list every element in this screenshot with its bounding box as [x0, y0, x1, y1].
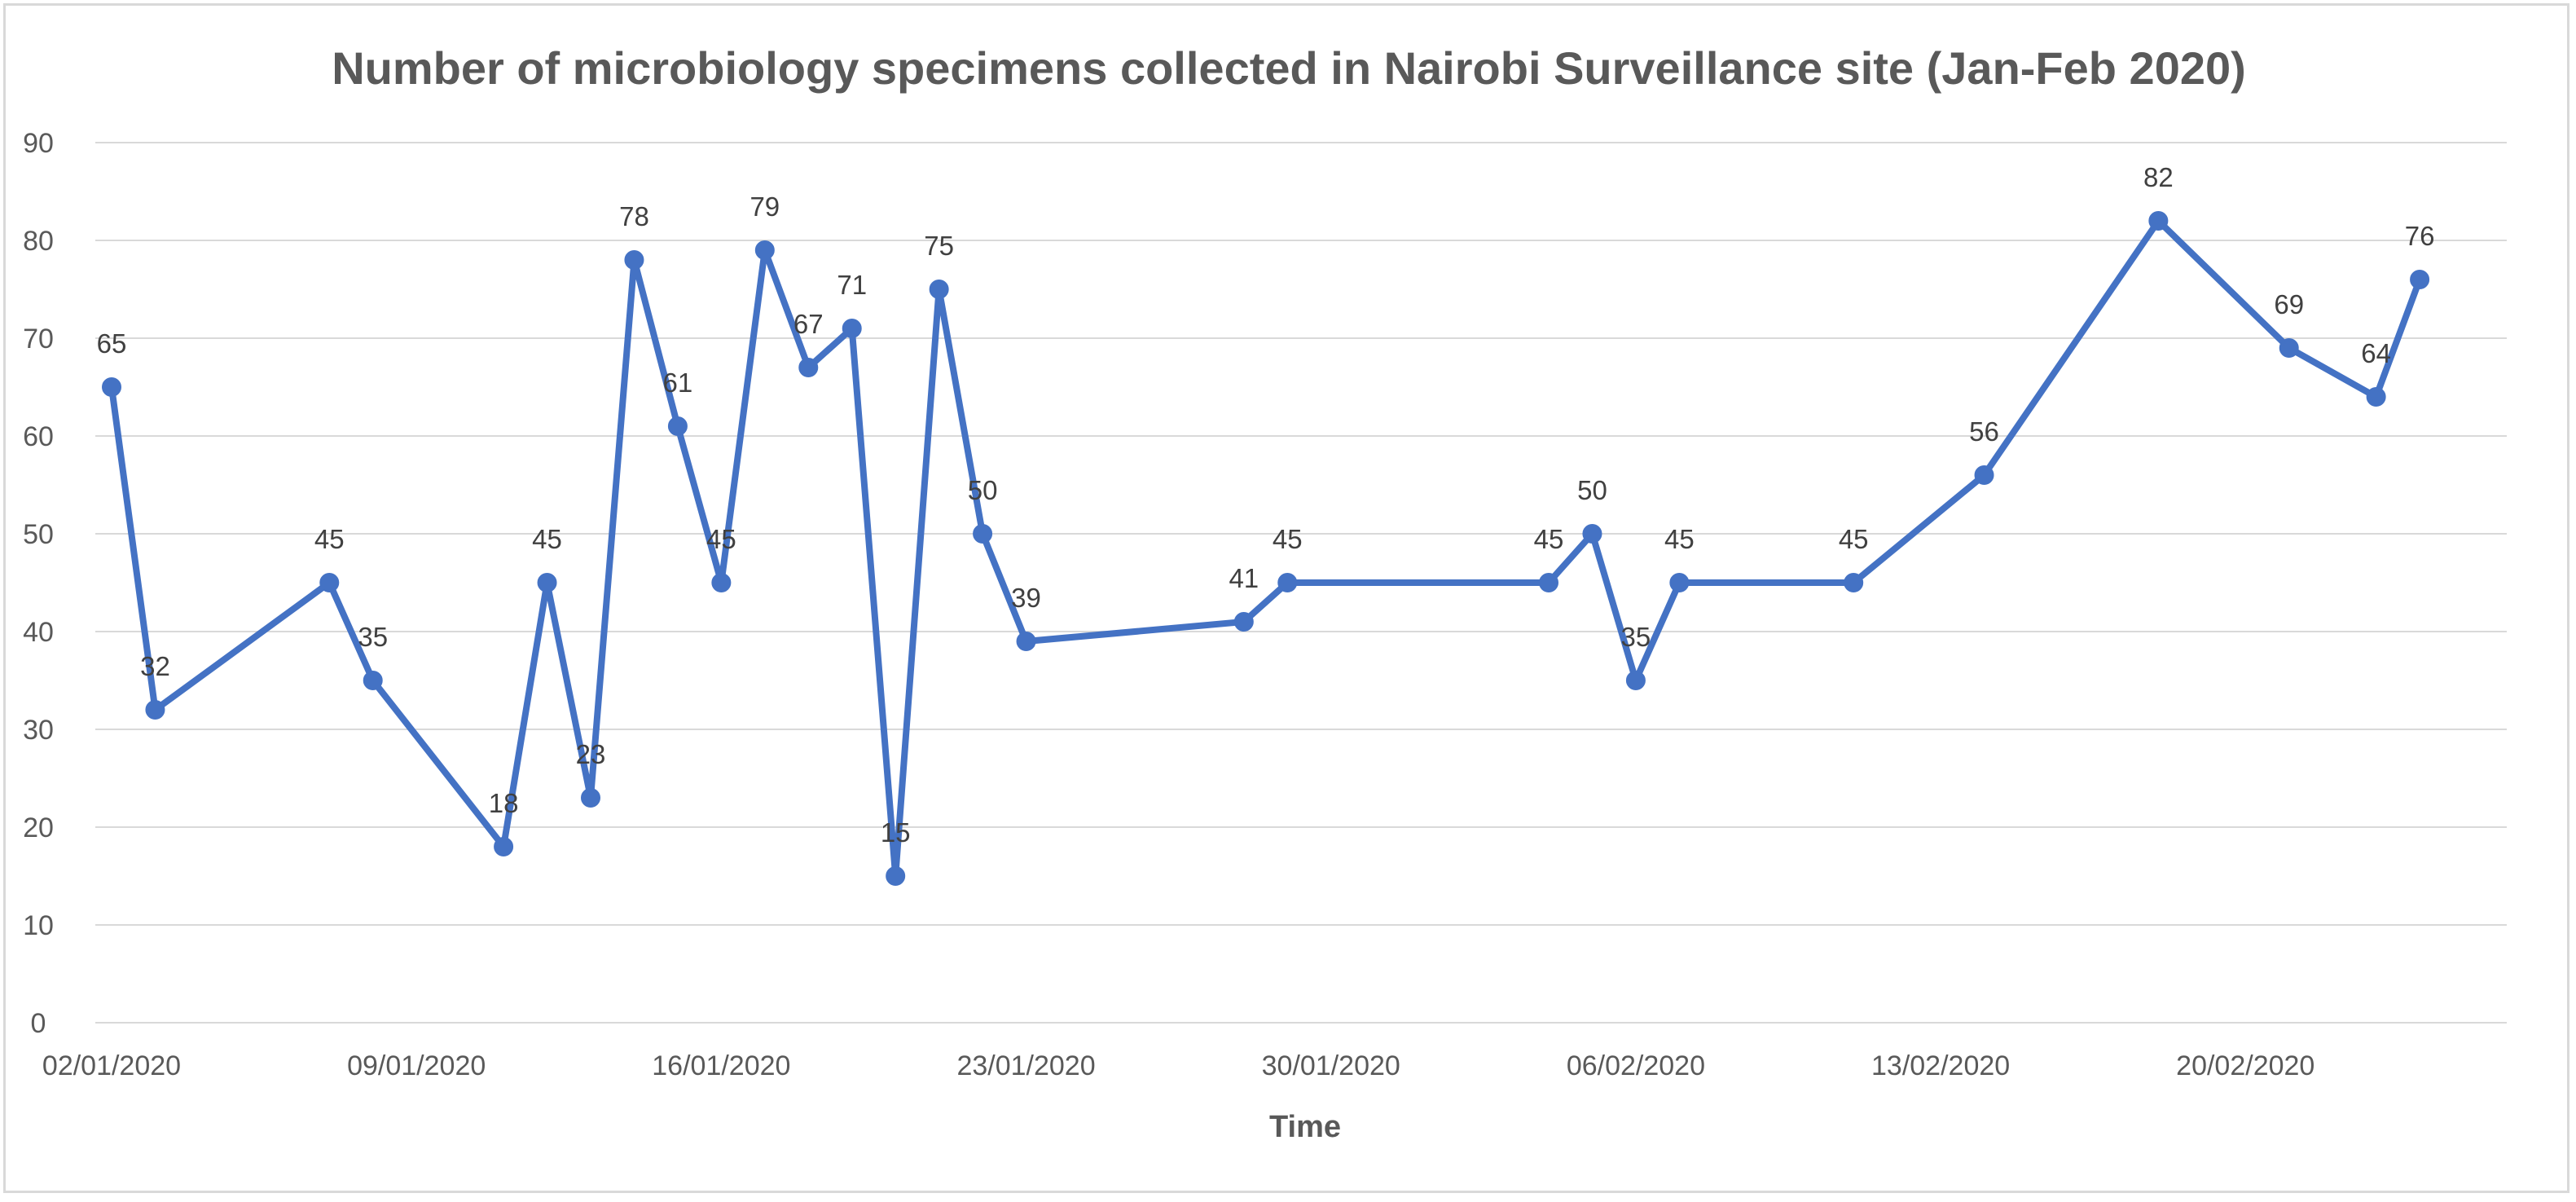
data-point — [494, 837, 514, 856]
data-point — [886, 866, 906, 886]
data-label: 15 — [881, 817, 911, 848]
data-point — [667, 416, 688, 436]
marker-layer — [102, 211, 2430, 886]
data-label-layer: 65 32 45 35 18 45 23 78 61 45 79 67 71 15 75 50 39 41 45 45… — [97, 162, 2435, 848]
data-point — [1233, 612, 1254, 632]
data-label: 56 — [1969, 416, 1999, 447]
data-point — [319, 573, 340, 592]
data-label: 69 — [2274, 289, 2304, 319]
y-tick-label: 0 — [31, 1008, 46, 1039]
y-tick-label: 80 — [23, 226, 54, 257]
data-point — [102, 377, 121, 397]
y-tick-label: 90 — [23, 128, 54, 159]
data-label: 45 — [314, 524, 345, 554]
y-tick-label: 40 — [23, 617, 54, 648]
data-point — [2366, 387, 2386, 407]
series-layer — [108, 218, 2424, 879]
data-point — [1582, 524, 1602, 544]
y-tick-label: 10 — [23, 910, 54, 941]
chart-frame: Number of microbiology specimens collect… — [3, 3, 2569, 1193]
x-tick-label: 23/01/2020 — [956, 1050, 1095, 1081]
data-label: 45 — [706, 524, 736, 554]
data-point — [537, 573, 557, 592]
data-label: 65 — [97, 328, 127, 359]
data-point — [1844, 573, 1864, 592]
data-point — [145, 700, 165, 720]
data-label: 45 — [532, 524, 562, 554]
data-point — [1016, 632, 1036, 651]
data-label: 18 — [489, 788, 519, 818]
data-point — [929, 280, 949, 299]
x-tick-label: 06/02/2020 — [1567, 1050, 1705, 1081]
data-label: 61 — [663, 368, 693, 398]
data-point — [624, 250, 644, 270]
x-axis-title: Time — [1269, 1110, 1341, 1144]
data-point — [973, 524, 993, 544]
data-point — [711, 573, 732, 592]
data-label: 71 — [837, 270, 867, 300]
gridlines — [95, 142, 2507, 1024]
data-label: 50 — [1577, 475, 1607, 505]
series-line — [108, 218, 2424, 879]
data-label: 75 — [924, 231, 954, 261]
data-label: 39 — [1011, 583, 1041, 613]
chart-title: Number of microbiology specimens collect… — [332, 42, 2246, 94]
data-point — [1669, 573, 1690, 592]
x-axis-tick-labels: 02/01/2020 09/01/2020 16/01/2020 23/01/2020… — [42, 1050, 2314, 1081]
x-tick-label: 02/01/2020 — [42, 1050, 181, 1081]
data-point — [581, 788, 600, 808]
data-point — [1974, 465, 1994, 485]
data-point — [1277, 573, 1298, 592]
data-point — [363, 671, 383, 690]
data-point — [754, 240, 775, 260]
data-label: 82 — [2143, 162, 2174, 192]
data-label: 45 — [1839, 524, 1869, 554]
data-label: 76 — [2405, 221, 2435, 251]
data-label: 78 — [619, 201, 649, 231]
data-label: 45 — [1664, 524, 1695, 554]
data-label: 41 — [1229, 563, 1259, 593]
data-point — [2279, 338, 2299, 358]
data-label: 35 — [1621, 622, 1651, 652]
data-point — [2148, 211, 2169, 231]
x-tick-label: 09/01/2020 — [347, 1050, 486, 1081]
y-axis-tick-labels: 0 10 20 30 40 50 60 70 80 90 — [23, 128, 54, 1039]
data-point — [1539, 573, 1558, 592]
data-point — [798, 358, 819, 377]
y-tick-label: 60 — [23, 421, 54, 452]
y-tick-label: 20 — [23, 812, 54, 843]
x-tick-label: 13/02/2020 — [1871, 1050, 2010, 1081]
data-label: 23 — [576, 739, 606, 769]
data-label: 67 — [793, 309, 824, 339]
data-label: 32 — [140, 651, 170, 681]
data-label: 45 — [1534, 524, 1564, 554]
data-label: 35 — [358, 622, 388, 652]
line-chart: Number of microbiology specimens collect… — [23, 42, 2507, 1144]
data-label: 64 — [2361, 338, 2391, 368]
data-label: 45 — [1273, 524, 1303, 554]
x-tick-label: 20/02/2020 — [2176, 1050, 2314, 1081]
data-point — [842, 319, 862, 338]
x-tick-label: 16/01/2020 — [652, 1050, 790, 1081]
y-tick-label: 50 — [23, 519, 54, 550]
data-point — [1625, 671, 1646, 690]
data-label: 79 — [750, 192, 780, 222]
data-label: 50 — [968, 475, 998, 505]
y-tick-label: 70 — [23, 324, 54, 354]
y-tick-label: 30 — [23, 715, 54, 746]
x-tick-label: 30/01/2020 — [1262, 1050, 1400, 1081]
data-point — [2410, 270, 2430, 289]
